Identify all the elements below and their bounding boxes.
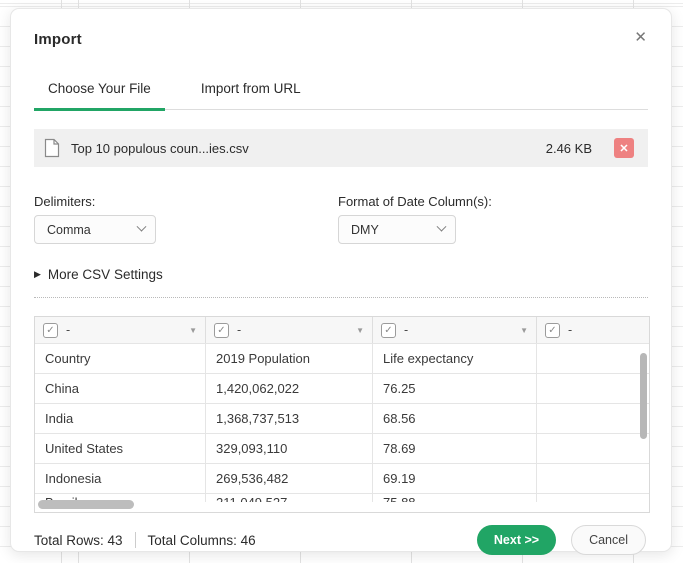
column-name-placeholder: - [237,323,242,337]
preview-table: ✓ - ▼ ✓ - ▼ ✓ - ▼ ✓ - Country 2019 Popul… [34,316,650,513]
table-cell: Life expectancy [373,343,537,373]
table-row: India 1,368,737,513 68.56 [35,403,649,433]
uploaded-file-row: Top 10 populous coun...ies.csv 2.46 KB ✕ [34,129,648,167]
table-filter-header: ✓ - ▼ ✓ - ▼ ✓ - ▼ ✓ - [35,317,649,343]
table-cell: 1,420,062,022 [206,373,373,403]
column-header-1: ✓ - ▼ [35,317,206,343]
file-size: 2.46 KB [545,140,592,156]
totals-divider [134,532,136,548]
date-format-group: Format of Date Column(s): DMY [338,194,642,244]
table-row-clipped: Brazil 211,049,527 75.88 [35,493,649,502]
close-icon[interactable]: ✕ [634,29,647,46]
table-row: United States 329,093,110 78.69 [35,433,649,463]
table-cell: 329,093,110 [206,433,373,463]
tab-import-from-url[interactable]: Import from URL [200,81,301,96]
table-cell: Country [35,343,206,373]
totals-summary: Total Rows: 43 Total Columns: 46 [34,532,256,548]
table-cell: 76.25 [373,373,537,403]
table-cell: 68.56 [373,403,537,433]
more-csv-settings-toggle[interactable]: ▶ More CSV Settings [34,267,648,282]
cancel-button[interactable]: Cancel [571,525,646,555]
delimiter-select[interactable]: Comma [34,215,156,244]
table-cell [537,403,649,433]
column-name-placeholder: - [66,323,71,337]
next-button[interactable]: Next >> [476,525,557,555]
dialog-header: Import ✕ [34,29,648,48]
column-name-placeholder: - [404,323,409,337]
table-row: Country 2019 Population Life expectancy [35,343,649,373]
table-cell: 1,368,737,513 [206,403,373,433]
date-format-value: DMY [351,222,379,237]
column-filter-dropdown-icon[interactable]: ▼ [356,325,364,335]
tab-bar: Choose Your File Import from URL [34,81,648,111]
table-cell [537,433,649,463]
table-cell: 2019 Population [206,343,373,373]
table-row: Indonesia 269,536,482 69.19 [35,463,649,493]
table-cell: 211,049,527 [206,493,373,502]
dialog-footer: Total Rows: 43 Total Columns: 46 Next >>… [34,525,648,555]
column-checkbox[interactable]: ✓ [214,322,229,338]
csv-options-row: Delimiters: Comma Format of Date Column(… [34,194,648,244]
column-checkbox[interactable]: ✓ [545,322,560,338]
tab-choose-your-file[interactable]: Choose Your File [34,81,165,111]
column-filter-dropdown-icon[interactable]: ▼ [520,325,528,335]
total-columns-text: Total Columns: 46 [147,532,256,548]
table-cell [537,493,649,502]
column-name-placeholder: - [568,323,573,337]
delimiter-group: Delimiters: Comma [34,194,338,244]
column-filter-dropdown-icon[interactable]: ▼ [189,325,197,335]
dialog-title: Import [34,31,82,48]
column-checkbox[interactable]: ✓ [43,322,58,338]
delimiters-label: Delimiters: [34,194,96,209]
table-cell [537,343,649,373]
horizontal-scrollbar-thumb[interactable] [38,500,134,509]
table-row: China 1,420,062,022 76.25 [35,373,649,403]
table-cell: 69.19 [373,463,537,493]
delimiter-value: Comma [47,222,91,237]
total-rows-text: Total Rows: 43 [34,532,123,548]
table-cell: United States [35,433,206,463]
file-icon [44,138,60,158]
table-cell: Brazil [35,493,206,502]
remove-file-icon[interactable]: ✕ [614,138,634,158]
more-csv-settings-label: More CSV Settings [47,267,163,282]
expand-triangle-icon: ▶ [34,269,41,279]
column-header-3: ✓ - ▼ [373,317,537,343]
table-cell: 75.88 [373,493,537,502]
date-format-label: Format of Date Column(s): [338,194,492,209]
table-cell: China [35,373,206,403]
table-cell: 269,536,482 [206,463,373,493]
file-name: Top 10 populous coun...ies.csv [71,140,249,156]
table-cell: Indonesia [35,463,206,493]
import-dialog: Import ✕ Choose Your File Import from UR… [10,8,672,555]
table-cell: 78.69 [373,433,537,463]
chevron-down-icon [136,221,147,232]
column-header-4: ✓ - [537,317,649,343]
table-cell [537,373,649,403]
column-header-2: ✓ - ▼ [206,317,373,343]
table-cell: India [35,403,206,433]
chevron-down-icon [436,221,447,232]
column-checkbox[interactable]: ✓ [381,322,396,338]
vertical-scrollbar-thumb[interactable] [640,353,647,439]
date-format-select[interactable]: DMY [338,215,456,244]
dotted-divider [34,297,648,298]
table-cell [537,463,649,493]
